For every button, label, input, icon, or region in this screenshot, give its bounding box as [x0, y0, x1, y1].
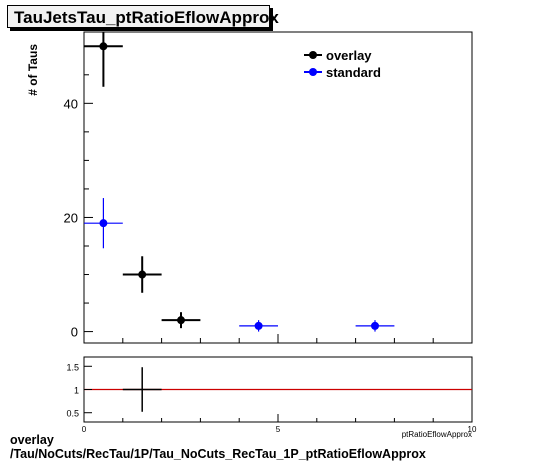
x-axis-label: ptRatioEflowApprox — [402, 430, 472, 439]
ratio-x-tick-label: 0 — [82, 425, 87, 434]
footer-line-2: /Tau/NoCuts/RecTau/1P/Tau_NoCuts_RecTau_… — [10, 447, 426, 461]
y-axis-label: # of Taus — [26, 44, 40, 96]
standard-point-marker — [371, 321, 379, 330]
y-tick-label: 20 — [64, 210, 78, 225]
main-plot-frame — [83, 31, 473, 344]
main-plot-panel: 0 20 40 # of Taus overlay standard — [26, 31, 473, 344]
footer-caption: overlay /Tau/NoCuts/RecTau/1P/Tau_NoCuts… — [10, 433, 426, 461]
chart-title: TauJetsTau_ptRatioEflowApprox — [14, 8, 279, 27]
overlay-point-marker — [177, 316, 185, 325]
ratio-x-tick-label: 5 — [276, 425, 281, 434]
title-box: TauJetsTau_ptRatioEflowApprox — [7, 5, 279, 28]
ratio-y-tick-label: 1.5 — [66, 362, 79, 372]
legend-label-overlay: overlay — [326, 48, 372, 63]
y-tick-label: 0 — [71, 325, 78, 340]
standard-point-marker — [99, 219, 108, 228]
legend-marker-standard — [309, 68, 317, 76]
overlay-point-marker — [99, 42, 108, 51]
y-tick-label: 40 — [64, 96, 78, 111]
footer-line-1: overlay — [10, 433, 54, 447]
legend-label-standard: standard — [326, 65, 381, 80]
legend-marker-overlay — [309, 51, 317, 59]
standard-point-marker — [254, 321, 263, 330]
overlay-point-marker — [138, 270, 147, 279]
ratio-y-tick-label: 0.5 — [66, 409, 79, 419]
ratio-x-tick-label: 10 — [468, 425, 477, 434]
ratio-y-tick-label: 1 — [74, 386, 79, 396]
